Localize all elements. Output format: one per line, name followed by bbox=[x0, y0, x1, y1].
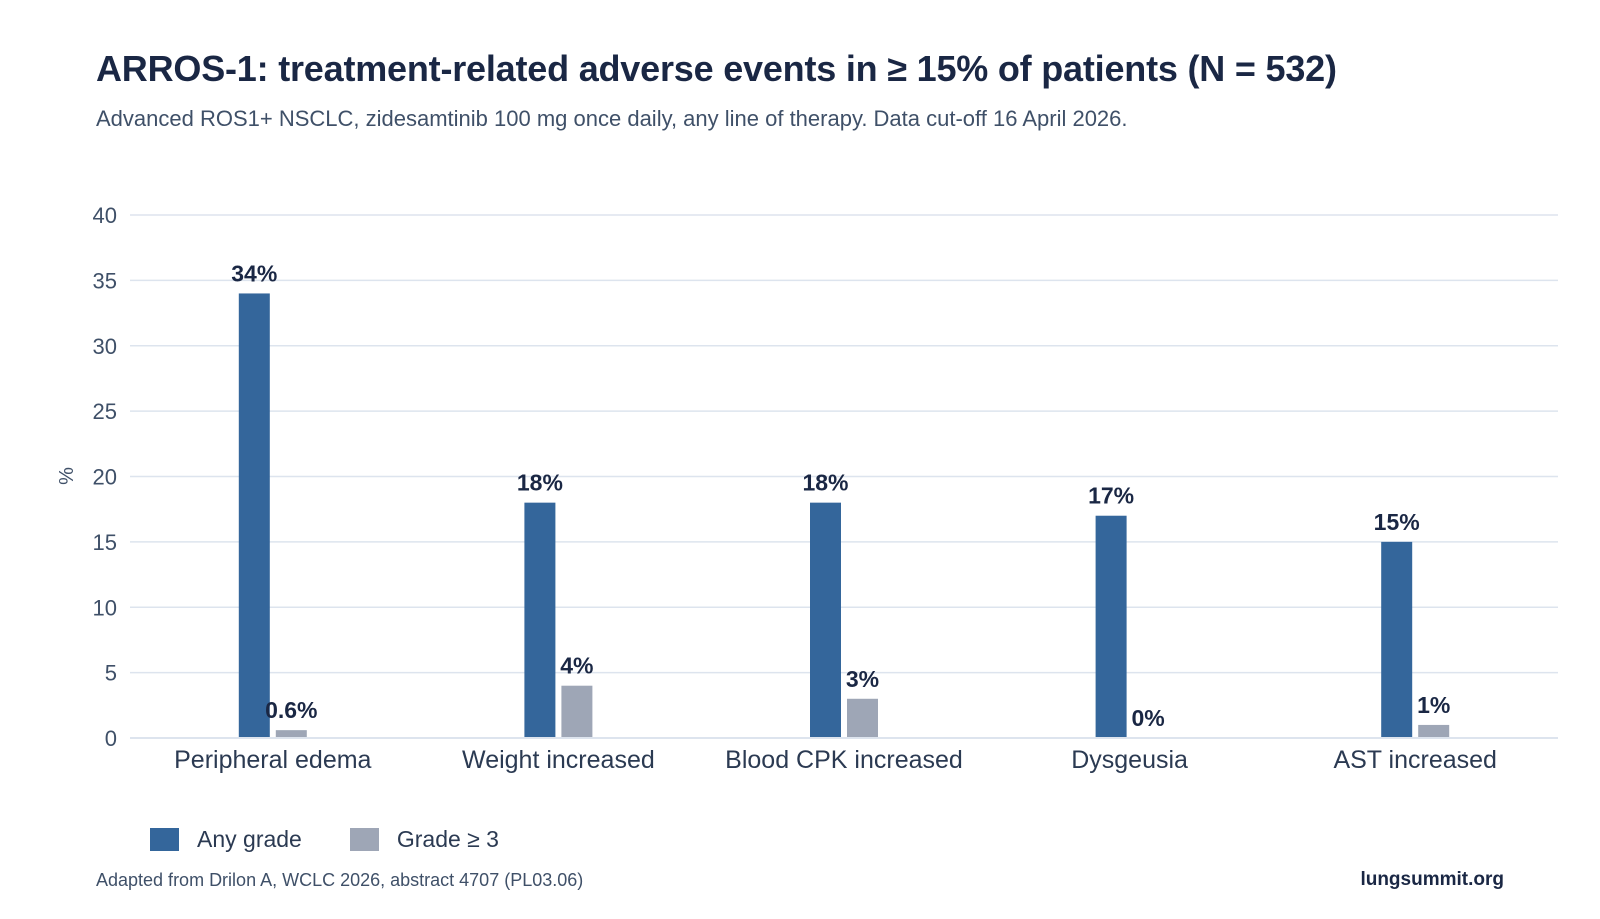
legend-label-any-grade: Any grade bbox=[197, 826, 302, 852]
y-tick-label: 10 bbox=[93, 595, 117, 620]
y-tick-label: 15 bbox=[93, 530, 117, 555]
data-label-any-grade: 18% bbox=[517, 470, 563, 496]
y-tick-label: 25 bbox=[93, 399, 117, 424]
y-tick-label: 0 bbox=[105, 726, 117, 751]
bar-grade3 bbox=[275, 730, 307, 738]
legend: Any grade Grade ≥ 3 bbox=[150, 826, 547, 853]
x-axis-ticks: Peripheral edema Weight increased Blood CP… bbox=[130, 737, 1558, 774]
x-tick-label: Dysgeusia bbox=[1071, 746, 1188, 774]
y-axis-ticks: 0 5 10 15 20 25 30 35 40 bbox=[93, 203, 117, 751]
bar-grade3 bbox=[1418, 724, 1450, 738]
x-tick-label: Peripheral edema bbox=[174, 746, 371, 774]
y-tick-label: 35 bbox=[93, 268, 117, 293]
data-label-any-grade: 17% bbox=[1088, 483, 1134, 509]
data-label-grade3: 0.6% bbox=[265, 697, 317, 723]
y-tick-label: 40 bbox=[93, 203, 117, 228]
legend-label-grade3: Grade ≥ 3 bbox=[396, 826, 499, 852]
legend-item-grade3: Grade ≥ 3 bbox=[349, 826, 499, 853]
legend-swatch-any-grade bbox=[150, 828, 179, 851]
chart-subtitle: Advanced ROS1+ NSCLC, zidesamtinib 100 m… bbox=[96, 106, 1128, 131]
x-tick-label: AST increased bbox=[1333, 746, 1497, 774]
legend-item-any-grade: Any grade bbox=[150, 826, 302, 853]
data-label-grade3: 3% bbox=[846, 666, 879, 692]
x-tick-label: Blood CPK increased bbox=[725, 746, 963, 774]
legend-swatch-grade3 bbox=[349, 828, 379, 851]
brand-link[interactable]: lungsummit.org bbox=[1360, 869, 1504, 890]
y-tick-label: 20 bbox=[93, 465, 117, 490]
y-tick-label: 5 bbox=[105, 661, 117, 686]
bar-any-grade bbox=[238, 293, 270, 738]
data-label-grade3: 1% bbox=[1417, 692, 1450, 718]
bars bbox=[238, 293, 1450, 738]
data-label-grade3: 0% bbox=[1131, 705, 1164, 731]
bar-grade3 bbox=[847, 698, 878, 738]
chart-title: ARROS-1: treatment-related adverse event… bbox=[96, 48, 1337, 89]
x-tick-label: Weight increased bbox=[462, 746, 655, 774]
bar-any-grade bbox=[1381, 541, 1413, 738]
bar-any-grade bbox=[810, 502, 841, 738]
data-label-any-grade: 18% bbox=[802, 470, 848, 496]
bar-any-grade bbox=[1095, 515, 1127, 738]
data-label-any-grade: 15% bbox=[1374, 509, 1420, 535]
data-label-grade3: 4% bbox=[560, 653, 593, 679]
y-axis-label: % bbox=[56, 467, 78, 485]
y-tick-label: 30 bbox=[93, 334, 117, 359]
source-note: Adapted from Drilon A, WCLC 2026, abstra… bbox=[96, 870, 584, 890]
data-labels: 34% 0.6% 18% 4% 18% 3% 17% 0% 15% 1% bbox=[231, 260, 1450, 731]
bar-any-grade bbox=[524, 502, 556, 738]
gridlines bbox=[130, 214, 1558, 739]
data-label-any-grade: 34% bbox=[231, 260, 277, 286]
bar-grade3 bbox=[561, 685, 593, 738]
